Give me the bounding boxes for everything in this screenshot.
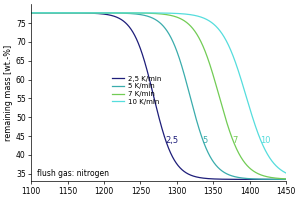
2,5 K/min xyxy=(40,12,43,14)
7 K/min xyxy=(151,12,155,15)
Text: 2,5: 2,5 xyxy=(165,136,178,145)
2,5 K/min xyxy=(57,12,60,14)
5 K/min xyxy=(223,171,226,174)
10 K/min xyxy=(92,12,95,14)
5 K/min xyxy=(284,178,288,181)
Line: 10 K/min: 10 K/min xyxy=(31,13,286,173)
Line: 2,5 K/min: 2,5 K/min xyxy=(31,13,286,179)
10 K/min xyxy=(284,172,288,174)
2,5 K/min xyxy=(29,12,33,14)
10 K/min xyxy=(29,12,33,14)
Text: 5: 5 xyxy=(202,136,208,145)
2,5 K/min xyxy=(142,59,146,62)
10 K/min xyxy=(142,12,146,14)
5 K/min xyxy=(142,14,146,17)
2,5 K/min xyxy=(151,92,155,95)
Text: flush gas: nitrogen: flush gas: nitrogen xyxy=(37,169,109,178)
10 K/min xyxy=(223,36,226,38)
5 K/min xyxy=(151,17,155,19)
Line: 5 K/min: 5 K/min xyxy=(31,13,286,179)
7 K/min xyxy=(92,12,95,14)
5 K/min xyxy=(57,12,60,14)
7 K/min xyxy=(284,178,288,180)
7 K/min xyxy=(57,12,60,14)
7 K/min xyxy=(142,12,146,14)
10 K/min xyxy=(151,12,155,14)
5 K/min xyxy=(40,12,43,14)
5 K/min xyxy=(29,12,33,14)
Text: 10: 10 xyxy=(260,136,270,145)
7 K/min xyxy=(40,12,43,14)
7 K/min xyxy=(223,113,226,115)
7 K/min xyxy=(29,12,33,14)
Y-axis label: remaining mass [wt.-%]: remaining mass [wt.-%] xyxy=(4,45,13,141)
2,5 K/min xyxy=(92,12,95,14)
10 K/min xyxy=(40,12,43,14)
2,5 K/min xyxy=(284,178,288,181)
Line: 7 K/min: 7 K/min xyxy=(31,13,286,179)
Legend: 2,5 K/min, 5 K/min, 7 K/min, 10 K/min: 2,5 K/min, 5 K/min, 7 K/min, 10 K/min xyxy=(111,75,162,106)
2,5 K/min xyxy=(223,178,226,180)
10 K/min xyxy=(57,12,60,14)
5 K/min xyxy=(92,12,95,14)
Text: 7: 7 xyxy=(232,136,238,145)
